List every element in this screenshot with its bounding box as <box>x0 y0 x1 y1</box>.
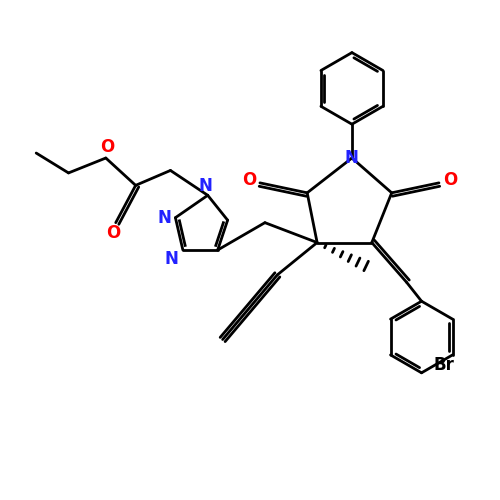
Text: N: N <box>165 250 179 268</box>
Text: N: N <box>198 178 212 196</box>
Text: N: N <box>158 208 172 226</box>
Text: O: O <box>100 138 114 156</box>
Text: N: N <box>345 149 359 167</box>
Text: Br: Br <box>433 356 454 374</box>
Text: O: O <box>443 172 457 190</box>
Text: O: O <box>242 172 256 190</box>
Text: O: O <box>106 224 120 242</box>
